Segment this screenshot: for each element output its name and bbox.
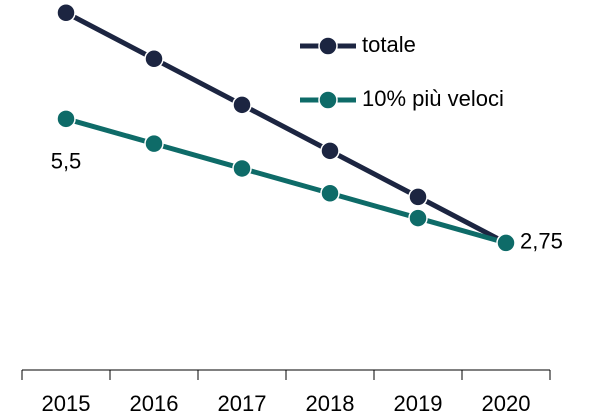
x-tick-label: 2017 [218, 391, 267, 416]
point [496, 233, 516, 253]
legend-label: totale [362, 32, 416, 57]
point [56, 3, 76, 23]
legend-label: 10% più veloci [362, 86, 504, 111]
point [320, 141, 340, 161]
legend-marker [318, 36, 338, 56]
point [232, 158, 252, 179]
point [56, 109, 76, 129]
series-line [64, 10, 508, 246]
data-label: 2,75 [520, 229, 563, 254]
legend-marker [318, 90, 338, 110]
point [232, 95, 252, 115]
x-tick-label: 2015 [42, 391, 91, 416]
x-tick-label: 2020 [482, 391, 531, 416]
series-line [65, 116, 507, 246]
point [144, 133, 164, 154]
x-tick-label: 2016 [130, 391, 179, 416]
data-label: 5,5 [51, 149, 82, 174]
x-tick-label: 2019 [394, 391, 443, 416]
point [408, 208, 428, 228]
x-tick-label: 2018 [306, 391, 355, 416]
point [144, 49, 164, 69]
point [408, 187, 428, 207]
point [320, 183, 340, 204]
